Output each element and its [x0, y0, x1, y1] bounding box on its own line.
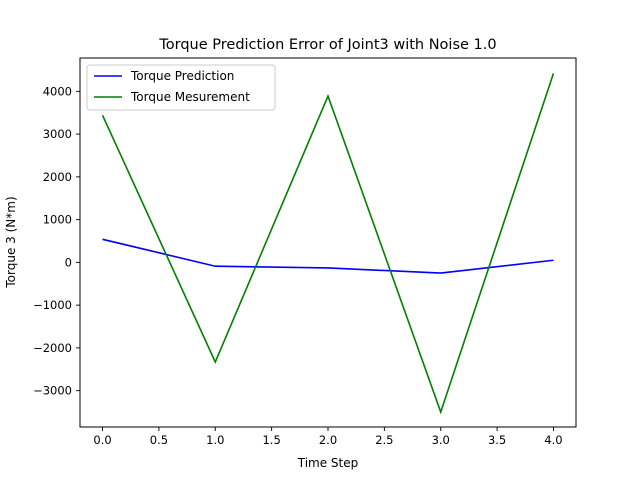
- series-line-1: [101, 73, 555, 415]
- y-tick-label: 2000: [43, 170, 72, 184]
- y-axis-ticks: −3000 −2000 −1000 0 1000 2000 3000 4000: [33, 84, 80, 398]
- x-tick-label: 3.0: [432, 433, 450, 447]
- x-tick-label: 3.5: [488, 433, 506, 447]
- x-tick-label: 1.0: [206, 433, 224, 447]
- y-tick-label: 1000: [43, 213, 72, 227]
- series-line-0: [102, 238, 554, 274]
- x-tick-label: 2.5: [375, 433, 393, 447]
- chart-title: Torque Prediction Error of Joint3 with N…: [158, 37, 496, 53]
- x-tick-label: 4.0: [544, 433, 562, 447]
- y-tick-label: −2000: [33, 341, 72, 355]
- y-axis-label: Torque 3 (N*m): [4, 196, 18, 288]
- x-tick-label: 1.5: [262, 433, 280, 447]
- x-tick-label: 2.0: [319, 433, 337, 447]
- y-tick-label: 4000: [43, 84, 72, 98]
- y-tick-label: 3000: [43, 127, 72, 141]
- legend-box: [86, 64, 276, 111]
- axes-frame: [79, 57, 577, 428]
- plot-area: [101, 73, 555, 415]
- x-axis-ticks: 0.0 0.5 1.0 1.5 2.0 2.5 3.0 3.5 4.0: [93, 427, 563, 447]
- y-tick-label: 0: [65, 255, 72, 269]
- legend-label-0: Torque Prediction: [130, 69, 234, 83]
- x-tick-label: 0.0: [93, 433, 111, 447]
- y-tick-label: −1000: [33, 298, 72, 312]
- y-tick-label: −3000: [33, 384, 72, 398]
- x-axis-label: Time Step: [297, 456, 359, 470]
- legend: Torque Prediction Torque Mesurement: [86, 64, 276, 111]
- x-tick-label: 0.5: [150, 433, 168, 447]
- legend-label-1: Torque Mesurement: [130, 90, 250, 104]
